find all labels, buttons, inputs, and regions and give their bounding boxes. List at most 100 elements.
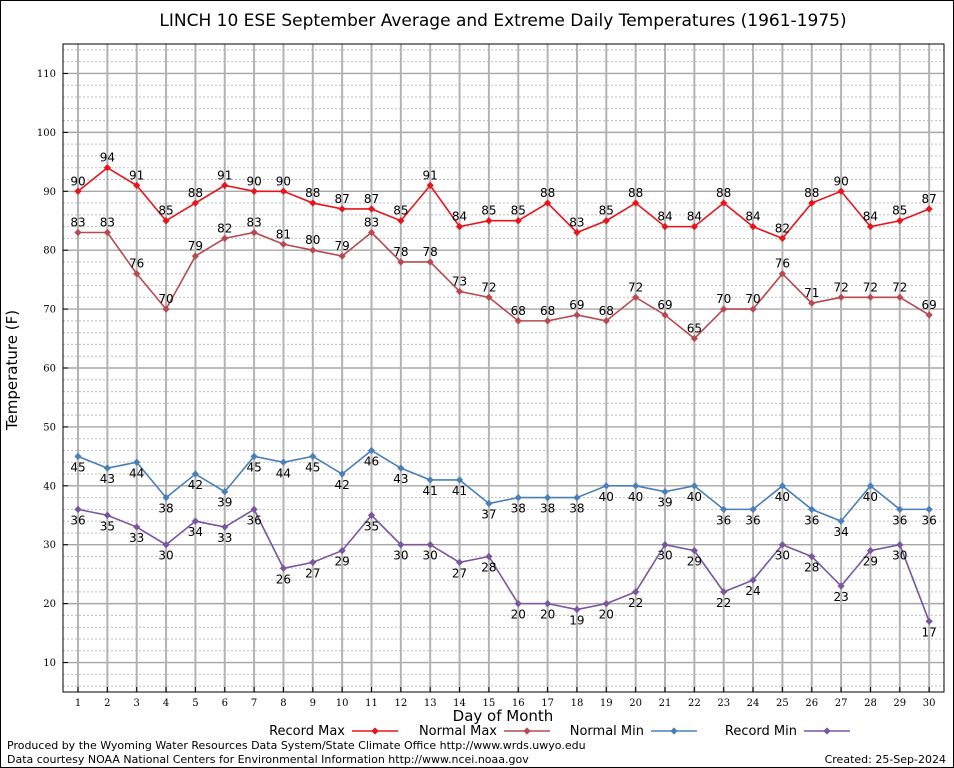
data-point [397,217,405,225]
data-point [573,605,581,614]
series-line [77,508,930,622]
x-tick-label: 15 [483,698,496,709]
data-point [837,517,845,525]
data-label: 84 [745,210,760,224]
data-point [866,547,875,555]
data-label: 27 [305,566,320,580]
data-label: 30 [393,549,408,563]
legend-marker [823,727,831,735]
data-label: 72 [863,280,878,294]
x-tick-label: 1 [75,698,81,709]
data-point [455,287,464,296]
data-label: 40 [687,490,702,504]
data-label: 33 [129,531,144,545]
data-label: 69 [569,298,584,312]
y-tick-label: 110 [37,69,56,80]
data-label: 36 [922,513,937,527]
y-tick-label: 70 [43,305,56,316]
data-point [397,258,405,266]
data-point [514,217,522,225]
data-point [279,458,288,466]
data-label: 91 [217,168,232,182]
data-point [74,187,82,195]
data-label: 85 [892,204,907,218]
data-label: 30 [158,549,173,563]
legend-item-record-min: Record Min [725,724,850,739]
data-point [250,228,258,237]
data-point [221,488,229,496]
data-label: 38 [158,502,173,516]
data-label: 72 [833,280,848,294]
data-point [103,464,111,472]
data-label: 78 [423,245,438,259]
data-point [632,293,640,301]
x-tick-label: 30 [923,698,936,709]
y-tick-label: 20 [43,599,56,610]
series-record-max: 90 94 91 85 88 91 90 90 88 87 87 85 91 84 85 85 88 83 85 88… [70,151,937,242]
x-tick-label: 27 [835,698,848,709]
data-point [632,482,640,490]
data-point [221,181,229,189]
data-label: 88 [188,186,203,200]
x-tick-label: 12 [394,698,407,709]
data-label: 84 [687,210,702,224]
data-label: 90 [833,174,848,188]
data-point [309,558,317,566]
y-tick-label: 80 [43,246,56,257]
data-label: 88 [305,186,320,200]
data-point [720,505,728,513]
data-label: 68 [599,304,614,318]
x-tick-label: 7 [251,698,257,709]
data-label: 34 [833,525,848,539]
data-point [426,258,434,266]
legend-item-normal-min: Normal Min [570,724,697,739]
legend-label: Normal Min [570,724,644,739]
legend-label: Normal Max [419,724,497,739]
data-label: 20 [599,608,614,622]
data-label: 72 [481,280,496,294]
data-label: 23 [833,590,848,604]
data-label: 30 [423,549,438,563]
data-point [162,305,170,313]
footer-produced-by: Produced by the Wyoming Water Resources … [7,739,586,752]
data-point [837,582,845,590]
data-label: 40 [775,490,790,504]
data-label: 88 [804,186,819,200]
data-label: 84 [657,210,672,224]
y-tick-label: 40 [43,481,56,492]
data-point [866,293,875,301]
data-point [426,181,434,189]
x-tick-label: 3 [134,698,140,709]
data-point [925,311,933,319]
data-point [455,476,464,484]
y-tick-label: 90 [43,187,56,198]
y-tick-label: 100 [37,128,56,139]
data-label: 70 [716,292,731,306]
data-point [866,223,875,231]
data-label: 88 [540,186,555,200]
x-tick-label: 18 [571,698,584,709]
series-line [77,166,930,240]
y-tick-label: 10 [43,658,56,669]
x-axis-ticks: 1 2 3 4 5 6 7 8 9 10 11 12 13 14 15 16 17 18 19 20 21 22 23 24 2… [75,687,936,709]
x-tick-label: 14 [453,698,466,709]
data-point [74,452,82,460]
data-label: 85 [158,204,173,218]
data-point [455,223,464,231]
data-label: 36 [804,513,819,527]
data-point [749,505,757,513]
data-label: 41 [452,484,467,498]
series-line [78,231,930,340]
data-label: 69 [657,298,672,312]
data-label: 91 [423,168,438,182]
data-label: 82 [217,221,232,235]
data-point [485,293,493,301]
data-point [309,452,317,460]
data-point [778,234,786,242]
data-label: 87 [922,192,937,206]
data-point [661,223,669,231]
data-label: 29 [863,555,878,569]
data-label: 90 [70,174,85,188]
x-tick-label: 21 [659,698,672,709]
data-label: 43 [100,472,115,486]
